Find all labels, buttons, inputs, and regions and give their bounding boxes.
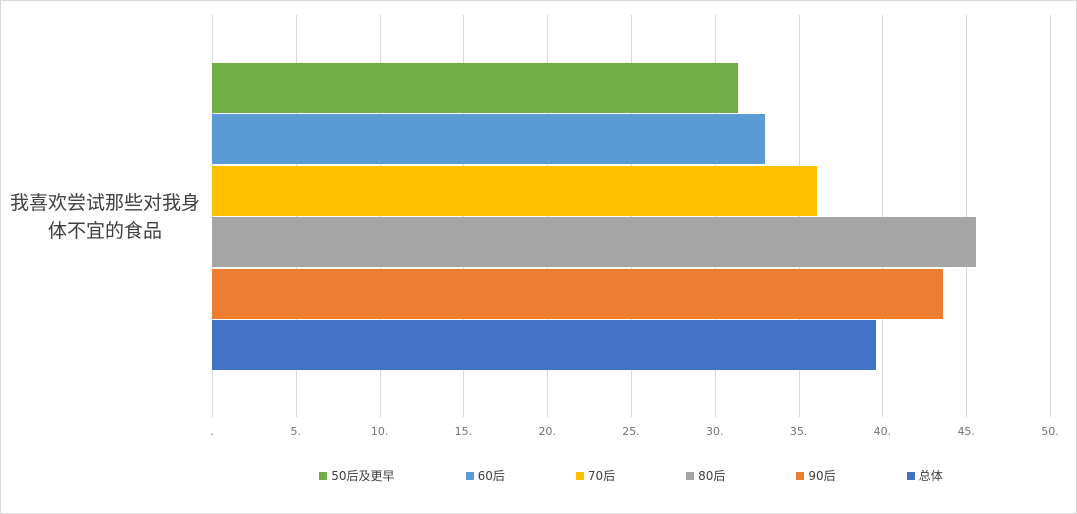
- x-tick-label: 35.: [789, 425, 808, 438]
- legend-swatch-icon: [686, 471, 695, 480]
- legend-swatch-icon: [796, 471, 805, 480]
- category-axis-label: 我喜欢尝试那些对我身体不宜的食品: [9, 192, 200, 242]
- legend-swatch-icon: [906, 471, 915, 480]
- legend-label: 80后: [698, 469, 726, 483]
- bar-50后及更早: [212, 63, 739, 113]
- bar-总体: [212, 320, 876, 370]
- x-axis: . 5. 10. 15. 20. 25. 30. 35. 40. 45. 50.: [210, 425, 1059, 441]
- legend-label: 90后: [808, 469, 836, 483]
- bar-70后: [212, 165, 818, 216]
- legend-swatch-icon: [575, 471, 584, 480]
- plot-area: [212, 15, 1051, 417]
- bar-90后: [212, 268, 943, 319]
- legend-swatch-icon: [465, 471, 474, 480]
- legend-item-70后: 70后: [575, 467, 616, 484]
- legend-item-50后及更早: 50后及更早: [319, 467, 395, 484]
- x-tick-label: 45.: [957, 425, 975, 438]
- x-tick-label: 25.: [622, 425, 640, 438]
- legend-item-总体: 总体: [906, 467, 943, 484]
- bar-60后: [212, 114, 766, 165]
- legend-label: 70后: [587, 469, 616, 483]
- legend-item-60后: 60后: [465, 467, 505, 484]
- x-tick-label: 40.: [873, 425, 892, 438]
- x-tick-label: 10.: [370, 425, 389, 438]
- gridline: [631, 15, 632, 417]
- x-tick-label: 30.: [706, 425, 724, 438]
- x-tick-label: 50.: [1041, 425, 1059, 438]
- gridline: [798, 15, 800, 417]
- x-tick-label: .: [210, 425, 214, 438]
- x-tick-label: 15.: [454, 425, 473, 438]
- gridline: [1050, 15, 1051, 417]
- bar-80后: [212, 217, 977, 268]
- gridline: [547, 15, 549, 417]
- legend-swatch-icon: [319, 471, 328, 480]
- x-tick-label: 20.: [538, 425, 556, 438]
- legend-label: 总体: [918, 469, 943, 483]
- legend-item-80后: 80后: [686, 467, 725, 484]
- gridline: [966, 15, 968, 417]
- legend-label: 50后及更早: [331, 469, 395, 483]
- gridline: [463, 15, 465, 417]
- legend-label: 60后: [477, 469, 505, 483]
- gridline: [295, 15, 297, 417]
- legend-item-90后: 90后: [796, 467, 836, 484]
- legend: 50后及更早 60后 70后 80后 90后 总体: [212, 467, 1050, 484]
- gridline: [212, 15, 213, 417]
- gridline: [714, 15, 716, 417]
- gridline: [379, 15, 381, 417]
- gridline: [882, 15, 884, 417]
- x-tick-label: 5.: [290, 425, 302, 438]
